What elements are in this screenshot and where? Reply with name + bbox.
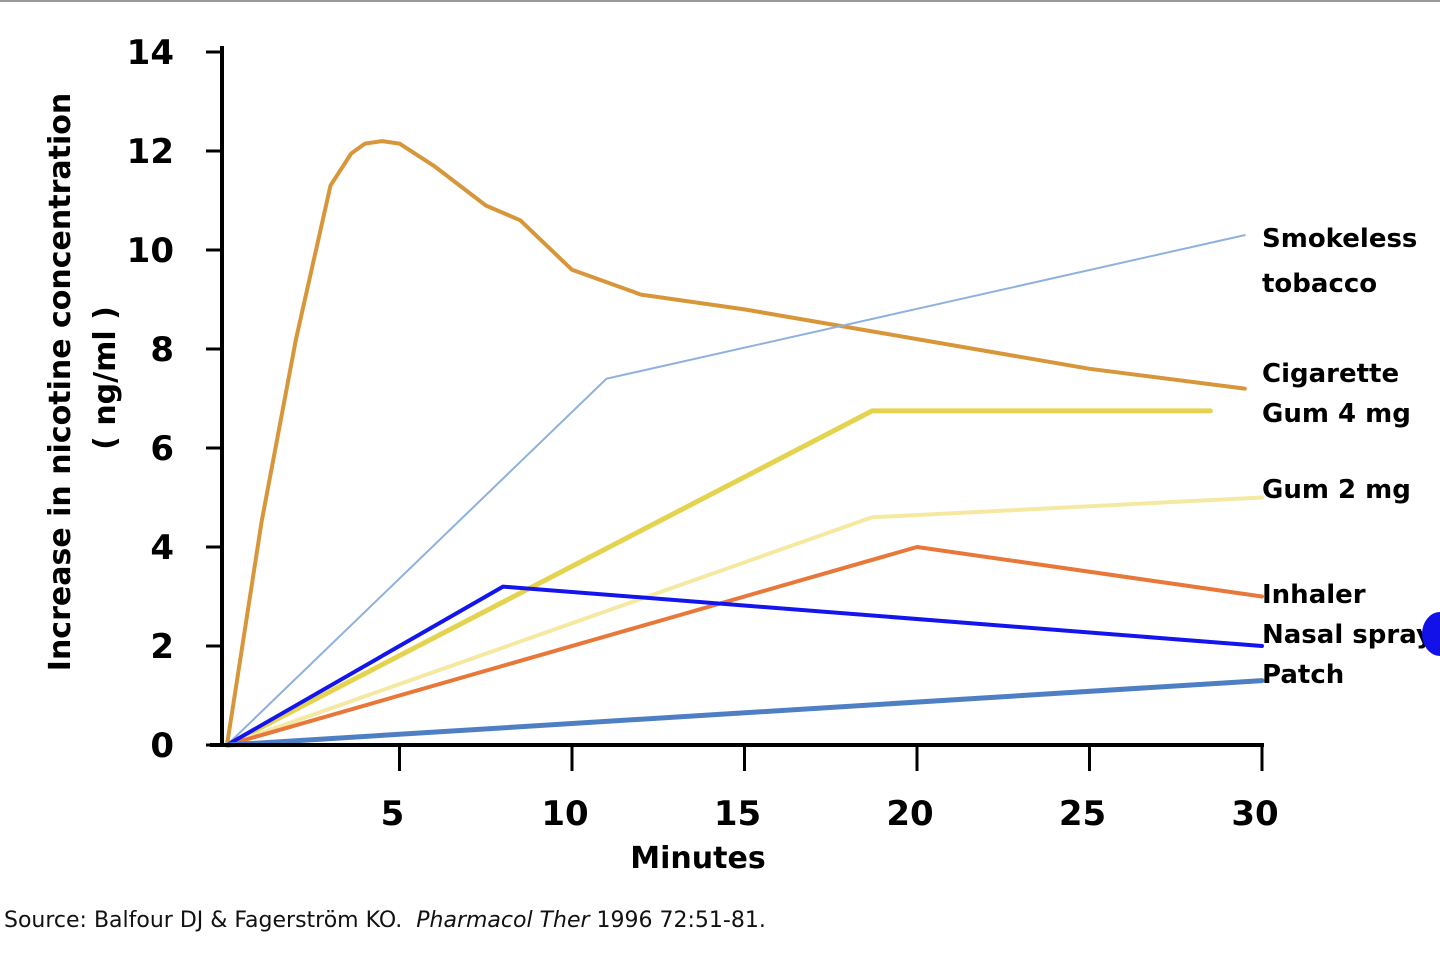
y-tick-label-14: 14 <box>127 33 174 73</box>
series-label-inhaler: Inhaler <box>1262 580 1366 610</box>
x-tick-label-15: 15 <box>714 794 761 834</box>
y-axis-title-line-1: Increase in nicotine concentration <box>43 93 78 671</box>
source-journal: Pharmacol Ther <box>416 908 590 933</box>
series-line-gum-2mg <box>225 495 1264 747</box>
series-line-smokeless-tobacco <box>226 234 1246 746</box>
series-line-cigarette <box>225 139 1247 747</box>
y-tick-label-6: 6 <box>150 429 174 469</box>
y-tick-label-10: 10 <box>127 231 174 271</box>
series-label-smokeless-tobacco-line-1: Smokeless <box>1262 224 1417 254</box>
series-line-gum-4mg <box>224 408 1213 748</box>
series-label-smokeless-tobacco-line-2: tobacco <box>1262 269 1377 299</box>
y-tick-label-4: 4 <box>150 528 174 568</box>
edge-marker <box>1422 612 1440 656</box>
y-tick-label-2: 2 <box>150 627 174 667</box>
x-tick-label-25: 25 <box>1059 794 1106 834</box>
top-border <box>0 0 1440 2</box>
line-chart: 0 2 4 6 8 10 12 14 5 10 15 20 25 30 Minutes Increase in… <box>43 33 1433 876</box>
x-tick-label-30: 30 <box>1231 794 1278 834</box>
x-tick-label-10: 10 <box>541 794 588 834</box>
x-tick-label-20: 20 <box>886 794 933 834</box>
y-tick-label-0: 0 <box>150 726 174 766</box>
series-labels-group: Cigarette Smokeless tobacco Gum 4 mg Gum 2 m… <box>1262 224 1433 690</box>
series-line-nasal-spray <box>225 584 1264 747</box>
series-label-gum-2mg: Gum 2 mg <box>1262 475 1411 505</box>
source-suffix: 1996 72:51-81. <box>596 908 766 933</box>
series-label-patch: Patch <box>1262 660 1344 690</box>
series-label-gum-4mg: Gum 4 mg <box>1262 399 1411 429</box>
source-citation: Source: Balfour DJ & Fagerström KO. Phar… <box>4 908 766 933</box>
y-tick-label-8: 8 <box>150 330 174 370</box>
series-line-patch <box>224 678 1265 748</box>
x-axis-title: Minutes <box>630 841 765 876</box>
series-label-cigarette: Cigarette <box>1262 359 1399 389</box>
y-tick-label-12: 12 <box>127 132 174 172</box>
series-line-inhaler <box>225 545 1264 747</box>
y-axis-title-line-2: ( ng/ml ) <box>88 306 123 450</box>
series-group <box>224 139 1265 748</box>
source-prefix: Source: Balfour DJ & Fagerström KO. <box>4 908 403 933</box>
axes-group: 0 2 4 6 8 10 12 14 5 10 15 20 25 30 Minutes Increase in… <box>43 33 1279 876</box>
series-label-nasal-spray: Nasal spray <box>1262 620 1433 650</box>
x-tick-label-5: 5 <box>381 794 405 834</box>
